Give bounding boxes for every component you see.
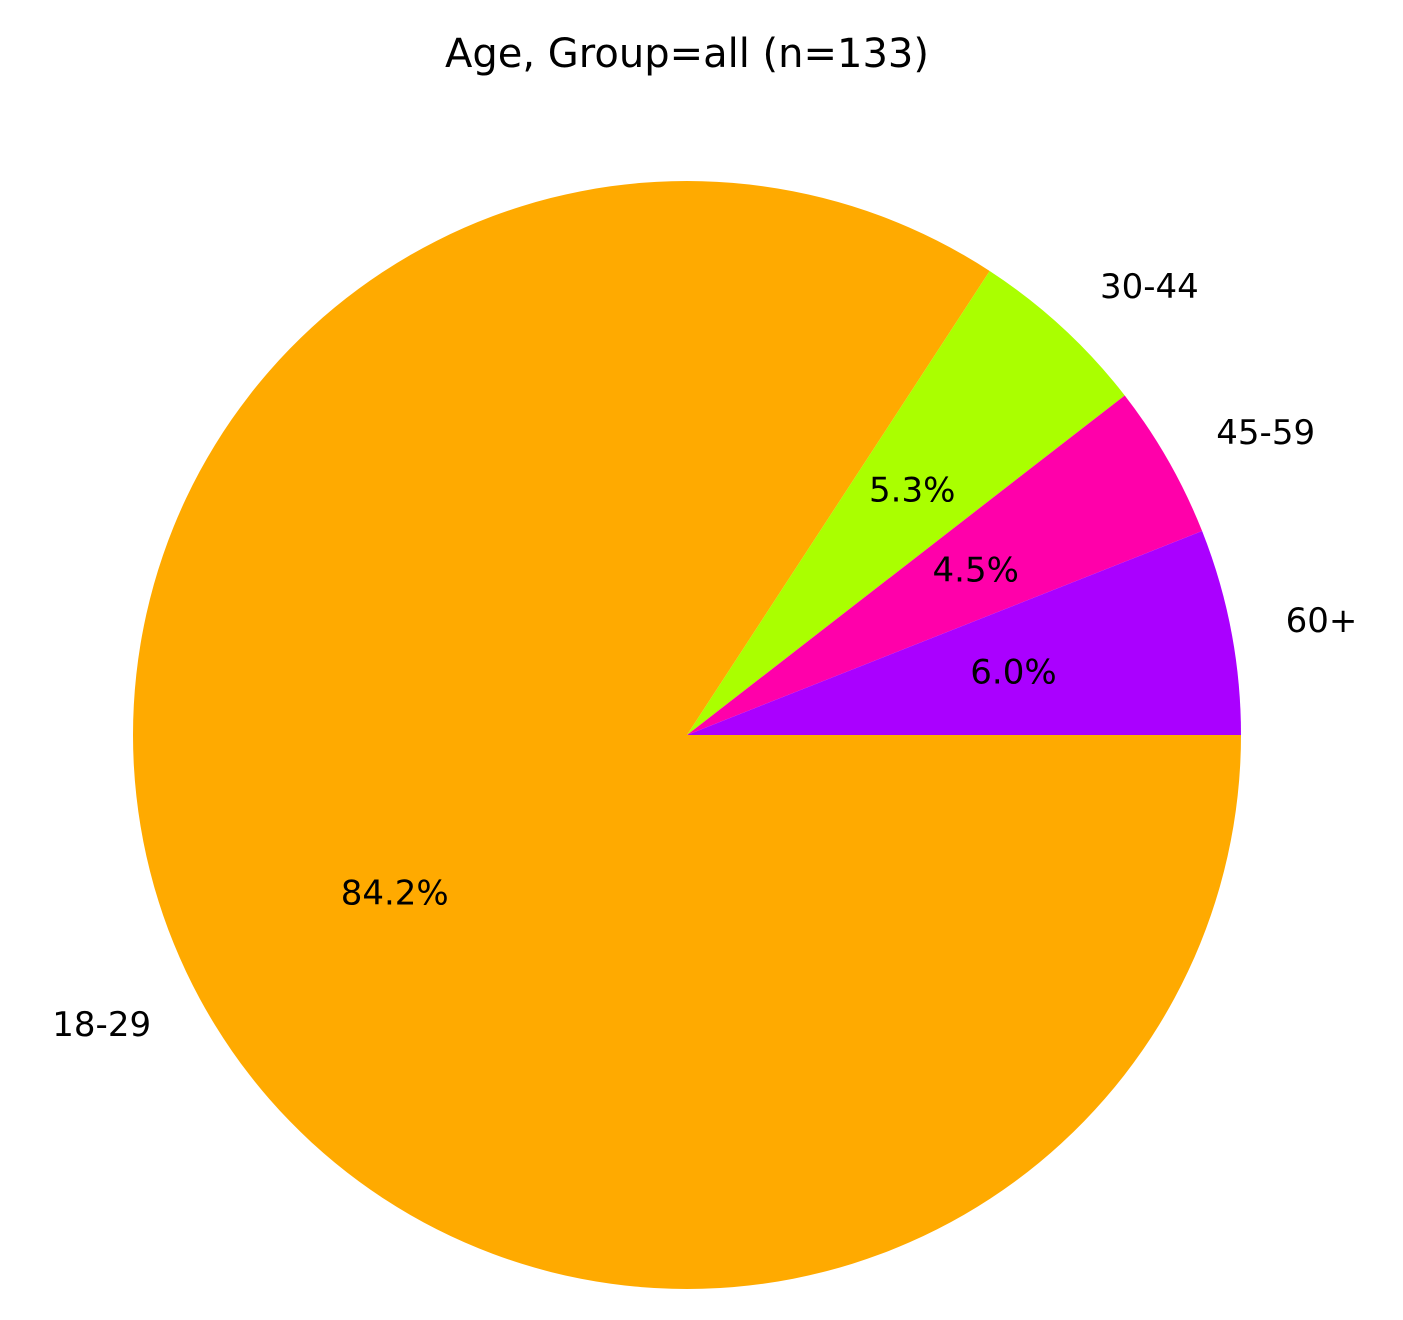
percent-label: 6.0% [970,653,1056,693]
pie-slices [132,181,1242,1290]
category-labels: 18-29 30-44 45-59 60+ [52,267,1357,1045]
percent-label: 5.3% [869,471,955,511]
category-label: 18-29 [52,1005,151,1045]
chart-title: Age, Group=all (n=133) [445,31,929,77]
pie-slice-60- [687,531,1242,735]
category-label: 45-59 [1216,413,1315,453]
category-label: 60+ [1286,601,1358,641]
percent-label: 84.2% [341,873,449,913]
pie-slice-18-29 [132,181,1242,1290]
percent-label: 4.5% [933,550,1019,590]
percent-labels: 84.2% 5.3% 4.5% 6.0% [341,471,1057,914]
pie-slice-30-44 [687,271,1125,735]
category-label: 30-44 [1100,267,1199,307]
pie-slice-45-59 [687,395,1203,735]
